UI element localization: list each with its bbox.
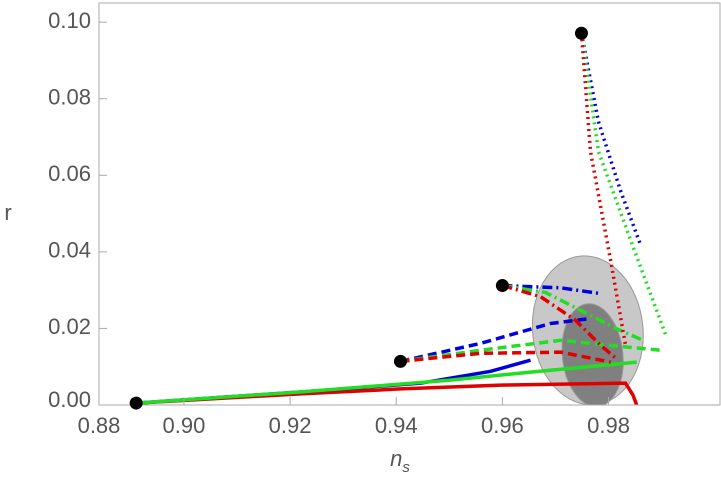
curve xyxy=(501,283,618,360)
curve xyxy=(502,283,644,342)
marker xyxy=(495,279,509,293)
y-tick-label: 0.08 xyxy=(48,85,91,110)
curve xyxy=(400,316,591,364)
x-tick-label: 0.96 xyxy=(481,413,524,438)
x-tick-label: 0.90 xyxy=(163,413,206,438)
curve xyxy=(400,338,661,364)
curve xyxy=(136,381,639,405)
x-tick-label: 0.88 xyxy=(78,413,121,438)
y-tick-label: 0.10 xyxy=(48,8,91,33)
marker xyxy=(129,396,143,410)
curve xyxy=(136,358,531,405)
y-axis-label: r xyxy=(4,200,11,225)
curve xyxy=(579,33,628,346)
curve xyxy=(400,350,612,364)
marker xyxy=(393,354,407,368)
x-axis-label: ns xyxy=(390,446,410,476)
frame xyxy=(98,2,721,406)
marker xyxy=(574,26,588,40)
curve xyxy=(579,32,668,336)
curve xyxy=(502,283,601,296)
confidence-region xyxy=(561,303,624,405)
y-tick-label: 0.00 xyxy=(48,387,91,412)
y-tick-label: 0.02 xyxy=(48,314,91,339)
x-tick-label: 0.98 xyxy=(587,413,630,438)
curve xyxy=(579,32,643,247)
y-tick-label: 0.06 xyxy=(48,161,91,186)
x-tick-label: 0.92 xyxy=(269,413,312,438)
plot-area xyxy=(136,32,668,405)
y-tick-label: 0.04 xyxy=(48,238,91,263)
x-tick-label: 0.94 xyxy=(375,413,418,438)
curve xyxy=(136,360,637,405)
